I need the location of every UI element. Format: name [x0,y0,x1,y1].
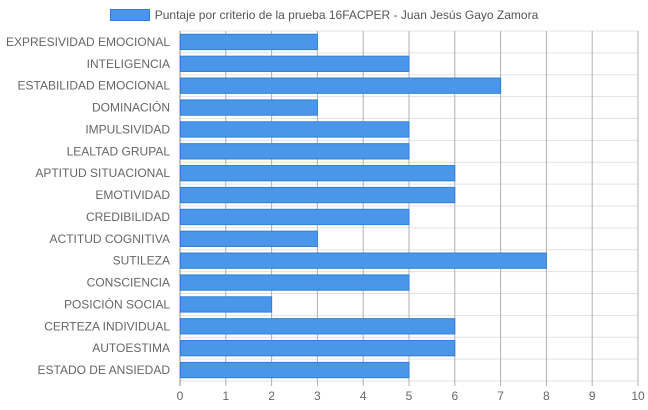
y-category-label: INTELIGENCIA [87,57,170,71]
bar[interactable] [180,55,410,72]
y-category-label: EMOTIVIDAD [95,188,170,202]
bar[interactable] [180,121,410,138]
bar[interactable] [180,318,456,335]
bar[interactable] [180,165,456,182]
y-category-label: EXPRESIVIDAD EMOCIONAL [6,35,170,49]
legend-label: Puntaje por criterio de la prueba 16FACP… [154,8,539,22]
y-category-label: CONSCIENCIA [87,276,170,290]
bar[interactable] [180,208,410,226]
y-category-label: POSICIÓN SOCIAL [64,296,170,311]
bar[interactable] [180,230,318,247]
x-tick-label: 7 [497,389,504,403]
x-tick-label: 3 [314,389,321,403]
x-tick-label: 1 [222,389,229,403]
x-tick-label: 9 [589,389,596,403]
x-tick-label: 10 [631,389,645,403]
bar[interactable] [180,77,502,94]
y-category-label: ACTITUD COGNITIVA [50,232,170,246]
x-tick-label: 2 [268,389,275,403]
y-category-label: CREDIBILIDAD [86,210,170,224]
legend[interactable]: Puntaje por criterio de la prueba 16FACP… [0,6,648,24]
y-category-label: ESTABILIDAD EMOCIONAL [18,79,171,93]
x-tick-label: 0 [177,389,184,403]
x-tick-label: 8 [543,389,550,403]
bar[interactable] [180,99,318,116]
y-category-label: CERTEZA INDIVIDUAL [44,319,170,333]
bar[interactable] [180,361,410,379]
y-category-label: SUTILEZA [113,254,170,268]
bar[interactable] [180,340,456,357]
bar[interactable] [180,33,318,51]
bar[interactable] [180,274,410,291]
x-tick-label: 4 [360,389,367,403]
bar[interactable] [180,252,547,269]
x-tick-label: 6 [451,389,458,403]
y-category-label: DOMINACIÓN [92,100,170,115]
y-category-label: LEALTAD GRUPAL [67,144,171,158]
legend-swatch [109,9,150,21]
x-tick-label: 5 [406,389,413,403]
bar[interactable] [180,143,410,160]
bar[interactable] [180,186,456,204]
y-category-label: ESTADO DE ANSIEDAD [38,363,171,377]
bar[interactable] [180,296,273,313]
y-category-label: AUTOESTIMA [92,341,170,355]
y-category-label: APTITUD SITUACIONAL [35,166,170,180]
y-category-label: IMPULSIVIDAD [85,122,170,136]
